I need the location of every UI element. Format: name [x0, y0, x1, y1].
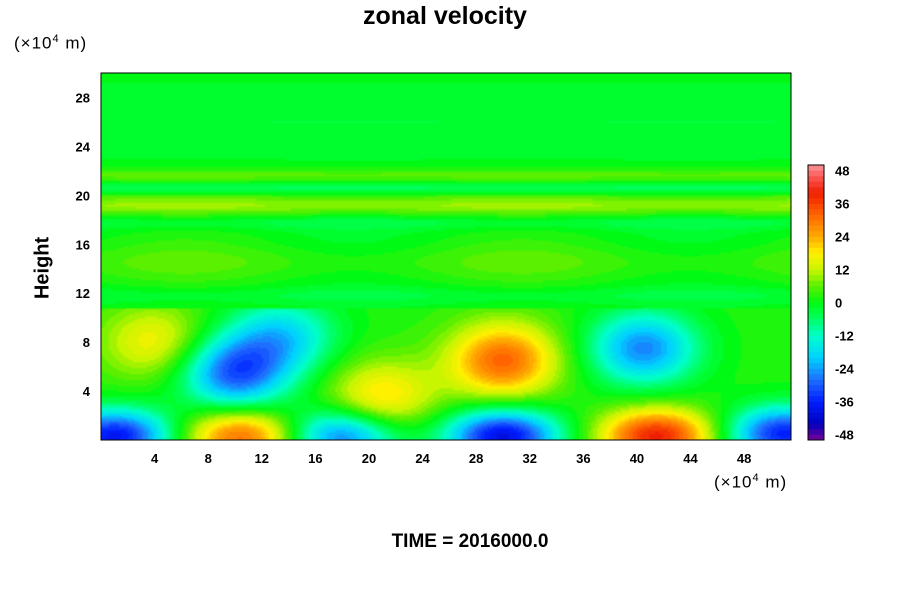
colorbar-level: [808, 396, 824, 402]
x-tick-label: 4: [151, 451, 159, 466]
x-tick-label: 32: [523, 451, 537, 466]
colorbar-level: [808, 176, 824, 182]
x-tick-label: 8: [205, 451, 212, 466]
colorbar-level: [808, 324, 824, 331]
colorbar-level: [808, 313, 824, 320]
colorbar: [807, 164, 825, 441]
y-unit-suffix: m): [59, 33, 88, 53]
colorbar-level: [808, 258, 824, 265]
colorbar-level: [808, 192, 824, 199]
colorbar-level: [808, 302, 824, 309]
colorbar-level: [808, 335, 824, 342]
y-tick-label: 4: [83, 384, 91, 399]
colorbar-level: [808, 242, 824, 248]
colorbar-level: [808, 418, 824, 424]
colorbar-tick-label: 36: [835, 197, 849, 212]
colorbar-tick-label: 24: [835, 230, 850, 245]
y-tick-label: 12: [76, 286, 90, 301]
colorbar-level: [808, 423, 824, 430]
y-tick-label: 20: [76, 188, 90, 203]
colorbar-level: [808, 346, 824, 353]
colorbar-level: [808, 187, 824, 193]
colorbar-level: [808, 247, 824, 254]
y-unit-text: (×10: [14, 33, 53, 53]
colorbar-level: [808, 253, 824, 259]
colorbar-level: [808, 412, 824, 419]
x-tick-label: 16: [308, 451, 322, 466]
x-tick-label: 24: [415, 451, 430, 466]
colorbar-level: [808, 198, 824, 204]
colorbar-tick-label: 48: [835, 164, 849, 179]
colorbar-tick-label: -48: [835, 428, 854, 443]
colorbar-level: [808, 352, 824, 358]
x-unit-text: (×10: [714, 472, 753, 492]
x-tick-label: 28: [469, 451, 483, 466]
colorbar-level: [808, 429, 824, 435]
colorbar-frame: [807, 164, 825, 441]
y-tick-label: 8: [83, 335, 90, 350]
colorbar-level: [808, 203, 824, 210]
x-tick-label: 40: [630, 451, 644, 466]
y-axis-unit: (×104 m): [14, 33, 87, 54]
colorbar-level: [808, 368, 824, 375]
x-axis-ticks: 4 8 12 16 20 24 28 32 36 40 44 48: [151, 451, 751, 466]
colorbar-level: [808, 214, 824, 221]
colorbar-tick-label: 0: [835, 296, 842, 311]
colorbar-tick-label: -36: [835, 395, 854, 410]
x-tick-label: 44: [683, 451, 698, 466]
y-unit-exponent: 4: [52, 33, 60, 45]
colorbar-level: [808, 385, 824, 391]
y-axis-ticks: 4 8 12 16 20 24 28: [76, 90, 91, 399]
colorbar-tick-label: -12: [835, 329, 854, 344]
colorbar-level: [808, 407, 824, 413]
colorbar-level: [808, 357, 824, 364]
colorbar-level: [808, 280, 824, 287]
x-tick-label: 20: [362, 451, 376, 466]
colorbar-level: [808, 165, 824, 171]
colorbar-level: [808, 264, 824, 270]
colorbar-tick-label: -24: [835, 362, 855, 377]
colorbar-level: [808, 209, 824, 215]
x-tick-label: 12: [255, 451, 269, 466]
y-tick-label: 28: [76, 90, 90, 105]
colorbar-level: [808, 379, 824, 386]
time-caption: TIME = 2016000.0: [391, 531, 549, 552]
colorbar-level: [808, 170, 824, 177]
colorbar-tick-label: 12: [835, 263, 849, 278]
x-axis-unit: (×104 m): [714, 472, 787, 493]
colorbar-level: [808, 181, 824, 188]
colorbar-level: [808, 330, 824, 336]
colorbar-level: [808, 319, 824, 325]
x-unit-suffix: m): [759, 472, 788, 492]
colorbar-level: [808, 308, 824, 314]
y-tick-label: 24: [76, 139, 91, 154]
x-tick-label: 48: [737, 451, 751, 466]
colorbar-level: [808, 220, 824, 226]
chart-title: zonal velocity: [363, 2, 527, 30]
colorbar-level: [808, 286, 824, 292]
colorbar-level: [808, 401, 824, 408]
colorbar-level: [808, 297, 824, 303]
colorbar-level: [808, 225, 824, 232]
colorbar-level: [808, 231, 824, 237]
colorbar-level: [808, 363, 824, 369]
colorbar-level: [808, 236, 824, 243]
colorbar-level: [808, 269, 824, 276]
colorbar-level: [808, 275, 824, 281]
colorbar-ticks: -48 -36 -24 -12 0 12 24 36 48: [835, 164, 855, 443]
velocity-field: [101, 73, 791, 440]
y-tick-label: 16: [76, 237, 90, 252]
colorbar-level: [808, 341, 824, 347]
colorbar-level: [808, 374, 824, 380]
colorbar-level: [808, 434, 824, 441]
x-unit-exponent: 4: [752, 472, 760, 484]
plot-frame: [100, 72, 792, 441]
x-tick-label: 36: [576, 451, 590, 466]
colorbar-level: [808, 390, 824, 397]
colorbar-level: [808, 291, 824, 298]
